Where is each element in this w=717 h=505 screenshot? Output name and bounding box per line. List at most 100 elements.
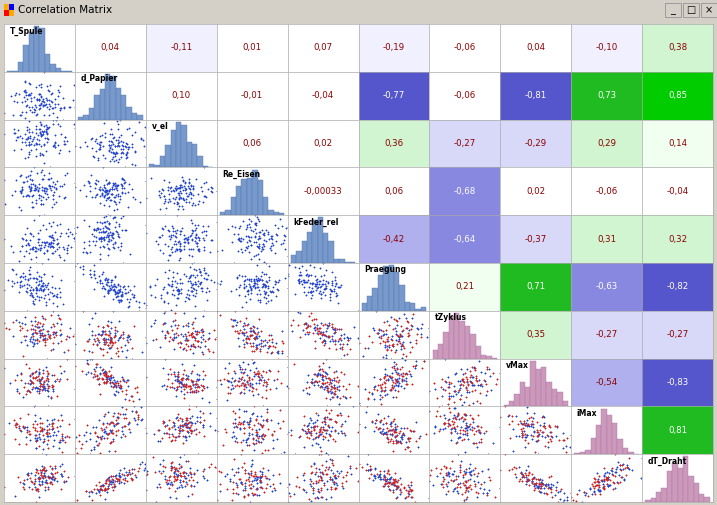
Point (612, 479, 624, 487)
Point (113, 479, 125, 487)
Point (616, 466, 627, 474)
Point (452, 480, 464, 488)
Point (461, 431, 473, 439)
Point (481, 365, 493, 373)
Point (169, 309, 181, 317)
Point (100, 370, 112, 378)
Point (465, 371, 476, 379)
Point (528, 409, 540, 417)
Point (192, 233, 204, 241)
Point (266, 335, 277, 343)
Point (121, 471, 133, 479)
Point (228, 432, 239, 440)
Point (105, 472, 117, 480)
Point (55, 411, 67, 419)
Point (211, 427, 222, 435)
Point (45, 186, 57, 194)
Point (617, 460, 628, 468)
Point (51, 328, 62, 336)
Point (386, 336, 398, 344)
Point (166, 276, 178, 284)
Point (104, 235, 115, 243)
Point (389, 382, 400, 390)
Point (166, 430, 177, 438)
Point (298, 476, 310, 484)
Point (123, 425, 135, 433)
Point (271, 435, 282, 443)
Point (102, 373, 113, 381)
Point (469, 480, 480, 488)
Point (178, 310, 189, 318)
Point (308, 263, 320, 271)
Point (305, 271, 316, 279)
Point (253, 228, 265, 236)
Point (274, 215, 285, 223)
Point (103, 317, 114, 325)
Point (42, 285, 54, 293)
Point (95, 331, 106, 339)
Point (6, 277, 17, 285)
Point (447, 477, 459, 485)
Point (23, 249, 34, 257)
Point (386, 430, 397, 438)
Point (523, 422, 535, 430)
Point (270, 339, 282, 347)
Point (196, 386, 208, 394)
Point (470, 376, 482, 384)
Point (251, 261, 262, 269)
Point (68, 120, 80, 128)
Point (174, 415, 186, 423)
Point (118, 149, 129, 157)
Point (103, 341, 114, 349)
Point (326, 268, 337, 276)
Point (195, 407, 206, 415)
Point (318, 417, 330, 425)
Point (239, 272, 251, 280)
Point (40, 225, 52, 233)
Point (199, 269, 211, 277)
Point (249, 421, 260, 429)
Point (103, 343, 115, 351)
Point (376, 427, 388, 435)
Point (59, 256, 70, 264)
Point (251, 484, 262, 492)
Point (103, 477, 115, 485)
Point (40, 147, 52, 156)
Point (313, 377, 325, 385)
Point (29, 243, 41, 251)
Point (384, 426, 396, 434)
Point (122, 420, 133, 428)
Point (309, 272, 320, 280)
Point (103, 232, 114, 240)
Point (184, 277, 196, 285)
Point (92, 487, 104, 495)
Point (23, 191, 34, 199)
Point (175, 193, 186, 201)
Point (54, 88, 65, 96)
Point (376, 386, 387, 394)
Point (366, 390, 378, 398)
Point (168, 198, 179, 207)
Point (391, 435, 402, 443)
Point (293, 278, 305, 286)
Point (318, 379, 329, 387)
Point (175, 379, 186, 387)
Point (319, 379, 331, 387)
Point (166, 281, 178, 289)
Point (526, 477, 538, 485)
Point (161, 204, 172, 212)
Point (89, 241, 100, 249)
Point (305, 288, 316, 296)
Point (421, 430, 432, 438)
Point (92, 330, 104, 338)
Point (463, 468, 475, 476)
Point (171, 185, 182, 193)
Point (388, 486, 399, 494)
Point (303, 390, 315, 398)
Point (251, 432, 262, 440)
Point (175, 383, 186, 391)
Point (177, 381, 189, 389)
Point (30, 373, 42, 381)
Point (179, 242, 190, 250)
Point (465, 425, 476, 433)
